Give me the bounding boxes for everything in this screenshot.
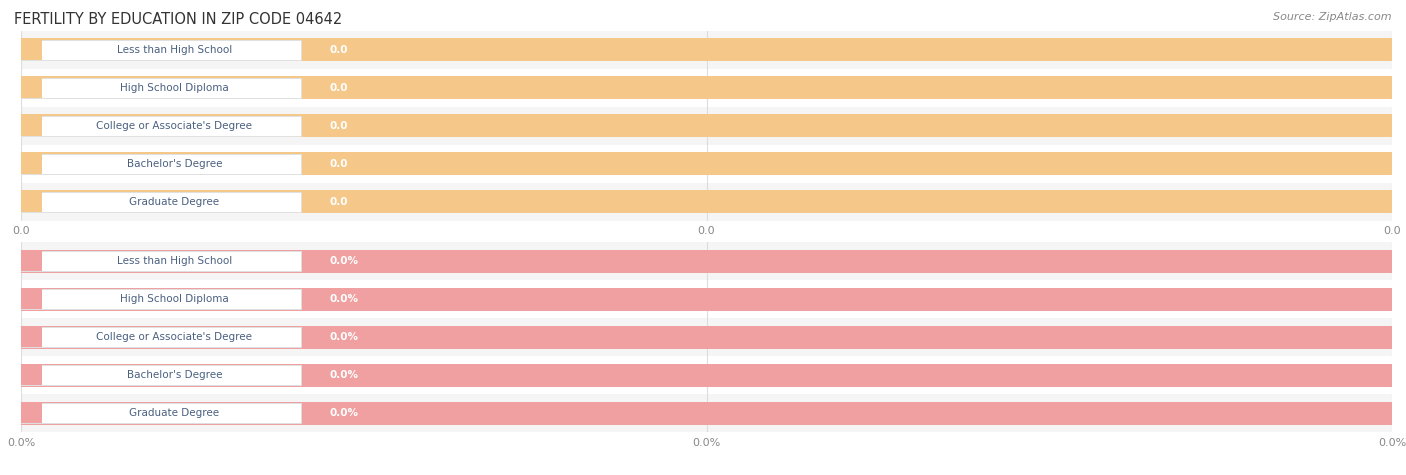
Bar [21,327,42,347]
Text: 0.0: 0.0 [329,159,349,169]
Text: 0.0%: 0.0% [329,332,359,342]
Text: Source: ZipAtlas.com: Source: ZipAtlas.com [1274,12,1392,22]
Bar [21,183,1392,221]
Bar [21,403,42,423]
Bar [21,154,301,174]
Bar [21,288,1392,311]
Bar [21,365,301,385]
Bar [21,107,1392,145]
Bar [21,364,1392,387]
Bar [21,327,301,347]
Text: 0.0%: 0.0% [329,370,359,380]
Bar [21,76,1392,99]
Bar [21,114,1392,137]
Text: 0.0%: 0.0% [329,408,359,418]
Text: Bachelor's Degree: Bachelor's Degree [127,370,222,380]
Bar [21,78,301,98]
Text: 0.0: 0.0 [329,121,349,131]
Text: 0.0%: 0.0% [329,256,359,266]
Bar [21,365,42,385]
Bar [21,402,1392,425]
Bar [21,145,1392,183]
Text: Bachelor's Degree: Bachelor's Degree [127,159,222,169]
Text: 0.0%: 0.0% [329,294,359,304]
Bar [21,250,1392,273]
Text: High School Diploma: High School Diploma [120,294,229,304]
Text: High School Diploma: High School Diploma [120,83,229,93]
Text: College or Associate's Degree: College or Associate's Degree [97,332,252,342]
Bar [21,242,1392,280]
Text: FERTILITY BY EDUCATION IN ZIP CODE 04642: FERTILITY BY EDUCATION IN ZIP CODE 04642 [14,12,342,27]
Bar [21,356,1392,394]
Text: 0.0: 0.0 [329,197,349,207]
Bar [21,190,1392,213]
Bar [21,38,1392,61]
Text: Graduate Degree: Graduate Degree [129,197,219,207]
Bar [21,280,1392,318]
Text: Less than High School: Less than High School [117,256,232,266]
Bar [21,40,42,60]
Bar [21,192,301,212]
Text: College or Associate's Degree: College or Associate's Degree [97,121,252,131]
Bar [21,318,1392,356]
Bar [21,154,42,174]
Bar [21,31,1392,69]
Bar [21,403,301,423]
Text: Less than High School: Less than High School [117,45,232,55]
Bar [21,192,42,212]
Text: Graduate Degree: Graduate Degree [129,408,219,418]
Bar [21,69,1392,107]
Bar [21,40,301,60]
Bar [21,289,301,309]
Bar [21,326,1392,349]
Bar [21,152,1392,175]
Bar [21,251,42,271]
Bar [21,394,1392,432]
Text: 0.0: 0.0 [329,45,349,55]
Bar [21,251,301,271]
Bar [21,116,42,136]
Bar [21,78,42,98]
Bar [21,289,42,309]
Text: 0.0: 0.0 [329,83,349,93]
Bar [21,116,301,136]
